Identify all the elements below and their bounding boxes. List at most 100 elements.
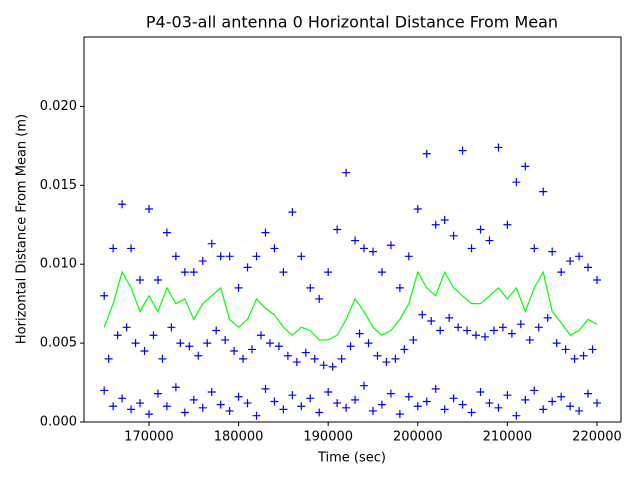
- scatter-point: [319, 361, 328, 370]
- y-tick-label: 0.005: [40, 336, 77, 351]
- scatter-point: [306, 283, 315, 292]
- scatter-point: [333, 225, 342, 234]
- scatter-point: [104, 354, 113, 363]
- scatter-point: [351, 236, 360, 245]
- scatter-point: [534, 323, 543, 332]
- scatter-point: [548, 247, 557, 256]
- scatter-point: [171, 383, 180, 392]
- scatter-point: [297, 252, 306, 261]
- scatter-point: [297, 402, 306, 411]
- x-axis-label: Time (sec): [317, 451, 386, 466]
- scatter-point: [467, 244, 476, 253]
- scatter-point: [144, 204, 153, 213]
- scatter-point: [494, 143, 503, 152]
- scatter-point: [346, 342, 355, 351]
- scatter-point: [288, 208, 297, 217]
- scatter-point: [360, 381, 369, 390]
- scatter-point: [539, 187, 548, 196]
- scatter-point: [588, 345, 597, 354]
- scatter-point: [440, 405, 449, 414]
- scatter-point: [171, 252, 180, 261]
- scatter-point: [485, 399, 494, 408]
- scatter-point: [377, 268, 386, 277]
- scatter-point: [512, 178, 521, 187]
- y-tick-label: 0.010: [40, 257, 77, 272]
- scatter-point: [279, 268, 288, 277]
- scatter-point: [494, 403, 503, 412]
- scatter-point: [404, 252, 413, 261]
- scatter-point: [386, 241, 395, 250]
- scatter-point: [109, 244, 118, 253]
- scatter-point: [328, 362, 337, 371]
- x-tick-label: 190000: [303, 430, 353, 445]
- scatter-point: [337, 354, 346, 363]
- scatter-point: [368, 247, 377, 256]
- scatter-point: [440, 216, 449, 225]
- scatter-point: [413, 402, 422, 411]
- scatter-point: [324, 268, 333, 277]
- scatter-point: [592, 399, 601, 408]
- scatter-point: [539, 405, 548, 414]
- scatter-point: [584, 389, 593, 398]
- scatter-point: [373, 351, 382, 360]
- scatter-point: [288, 391, 297, 400]
- scatter-point: [584, 263, 593, 272]
- scatter-point: [113, 331, 122, 340]
- scatter-point: [198, 257, 207, 266]
- chart-title: P4-03-all antenna 0 Horizontal Distance …: [146, 13, 558, 32]
- scatter-point: [472, 331, 481, 340]
- scatter-point: [234, 392, 243, 401]
- scatter-point: [198, 403, 207, 412]
- scatter-point: [561, 345, 570, 354]
- scatter-point: [418, 310, 427, 319]
- scatter-point: [109, 402, 118, 411]
- scatter-point: [270, 244, 279, 253]
- scatter-point: [445, 313, 454, 322]
- scatter-point: [342, 168, 351, 177]
- scatter-point: [570, 354, 579, 363]
- scatter-point: [185, 342, 194, 351]
- scatter-point: [100, 386, 109, 395]
- scatter-point: [144, 410, 153, 419]
- scatter-point: [261, 228, 270, 237]
- scatter-point: [100, 291, 109, 300]
- scatter-point: [153, 389, 162, 398]
- y-tick-label: 0.000: [40, 415, 77, 430]
- scatter-point: [243, 399, 252, 408]
- scatter-point: [530, 386, 539, 395]
- scatter-point: [252, 411, 261, 420]
- scatter-point: [391, 354, 400, 363]
- scatter-point: [189, 395, 198, 404]
- x-tick-label: 180000: [214, 430, 264, 445]
- scatter-point: [239, 354, 248, 363]
- scatter-point: [149, 331, 158, 340]
- scatter-point: [153, 275, 162, 284]
- axes-frame: [83, 36, 622, 423]
- scatter-point: [463, 326, 472, 335]
- scatter-point: [283, 351, 292, 360]
- plot-area: [100, 143, 601, 420]
- scatter-point: [516, 320, 525, 329]
- scatter-point: [427, 317, 436, 326]
- scatter-point: [489, 326, 498, 335]
- scatter-point: [127, 405, 136, 414]
- scatter-point: [180, 268, 189, 277]
- scatter-point: [449, 394, 458, 403]
- scatter-point: [360, 244, 369, 253]
- scatter-point: [476, 225, 485, 234]
- scatter-point: [194, 351, 203, 360]
- scatter-point: [386, 389, 395, 398]
- x-tick-label: 220000: [572, 430, 622, 445]
- scatter-point: [207, 388, 216, 397]
- scatter-point: [324, 388, 333, 397]
- scatter-point: [395, 410, 404, 419]
- scatter-point: [422, 149, 431, 158]
- scatter-point: [274, 342, 283, 351]
- scatter-point: [279, 405, 288, 414]
- scatter-point: [592, 275, 601, 284]
- scatter-point: [136, 275, 145, 284]
- scatter-point: [189, 268, 198, 277]
- scatter-point: [225, 252, 234, 261]
- scatter-point: [234, 283, 243, 292]
- scatter-point: [265, 339, 274, 348]
